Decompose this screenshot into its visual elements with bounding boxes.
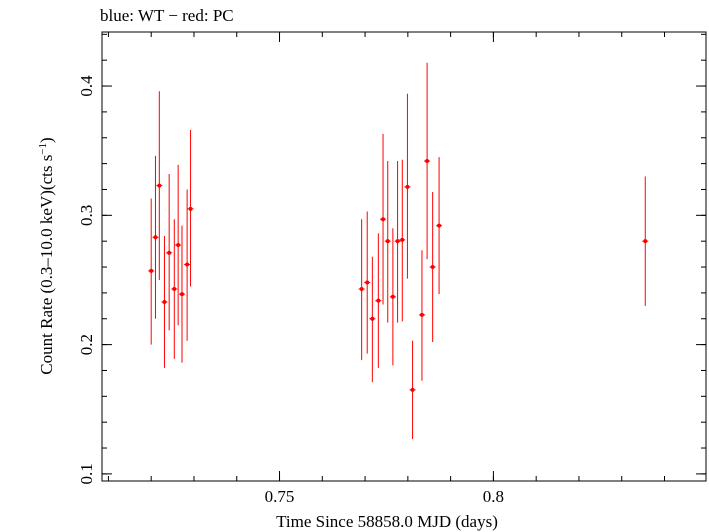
data-point [161, 236, 168, 368]
x-tick-label: 0.8 [483, 487, 504, 506]
data-points [148, 62, 649, 439]
point-marker [410, 387, 415, 392]
y-axis-label-end: ) [37, 137, 56, 143]
point-marker [385, 239, 390, 244]
data-point [187, 129, 194, 287]
data-point [156, 91, 163, 280]
point-marker [390, 294, 395, 299]
plot-frame [101, 31, 707, 482]
point-marker [395, 239, 400, 244]
point-marker [185, 262, 190, 267]
point-marker [359, 287, 364, 292]
data-point [642, 176, 649, 306]
y-tick-label: 0.3 [77, 205, 96, 226]
data-point [394, 161, 401, 323]
data-point [384, 161, 391, 323]
data-point [424, 62, 431, 260]
point-marker [425, 159, 430, 164]
point-marker [176, 243, 181, 248]
point-marker [405, 184, 410, 189]
data-point [364, 211, 371, 354]
data-point [171, 219, 178, 359]
data-point [375, 233, 382, 368]
tick-labels: 0.75 0.8 0.1 0.2 0.3 0.4 [77, 75, 504, 506]
point-marker [153, 235, 158, 240]
point-marker [430, 265, 435, 270]
data-point [418, 250, 425, 381]
data-point [166, 173, 173, 331]
point-marker [157, 183, 162, 188]
y-axis-label-main: Count Rate (0.3–10.0 keV)(cts s [37, 155, 56, 375]
data-point [152, 155, 159, 319]
point-marker [437, 223, 442, 228]
point-marker [167, 250, 172, 255]
point-marker [381, 217, 386, 222]
data-point [369, 256, 376, 383]
axis-ticks [102, 32, 706, 481]
point-marker [370, 316, 375, 321]
data-point [175, 164, 182, 326]
y-axis-label-sup: −1 [37, 143, 49, 155]
point-marker [179, 292, 184, 297]
data-point [380, 133, 387, 305]
point-marker [188, 206, 193, 211]
data-point [358, 219, 365, 361]
y-tick-label: 0.2 [77, 334, 96, 355]
data-point [184, 189, 191, 341]
data-point [389, 228, 396, 366]
point-marker [400, 237, 405, 242]
data-point [409, 340, 416, 439]
point-marker [149, 268, 154, 273]
data-point [148, 198, 155, 345]
y-tick-label: 0.1 [77, 463, 96, 484]
point-marker [162, 299, 167, 304]
data-point [429, 192, 436, 343]
data-point [178, 225, 185, 363]
point-marker [365, 280, 370, 285]
point-marker [376, 298, 381, 303]
y-tick-label: 0.4 [77, 75, 96, 97]
data-point [404, 93, 411, 279]
point-marker [643, 239, 648, 244]
point-marker [419, 312, 424, 317]
x-axis-label: Time Since 58858.0 MJD (days) [276, 512, 498, 531]
data-point [436, 157, 443, 295]
x-tick-label: 0.75 [265, 487, 295, 506]
point-marker [172, 287, 177, 292]
chart-title: blue: WT − red: PC [100, 6, 234, 25]
data-point [399, 159, 406, 322]
y-axis-label: Count Rate (0.3–10.0 keV)(cts s−1) [37, 137, 56, 374]
